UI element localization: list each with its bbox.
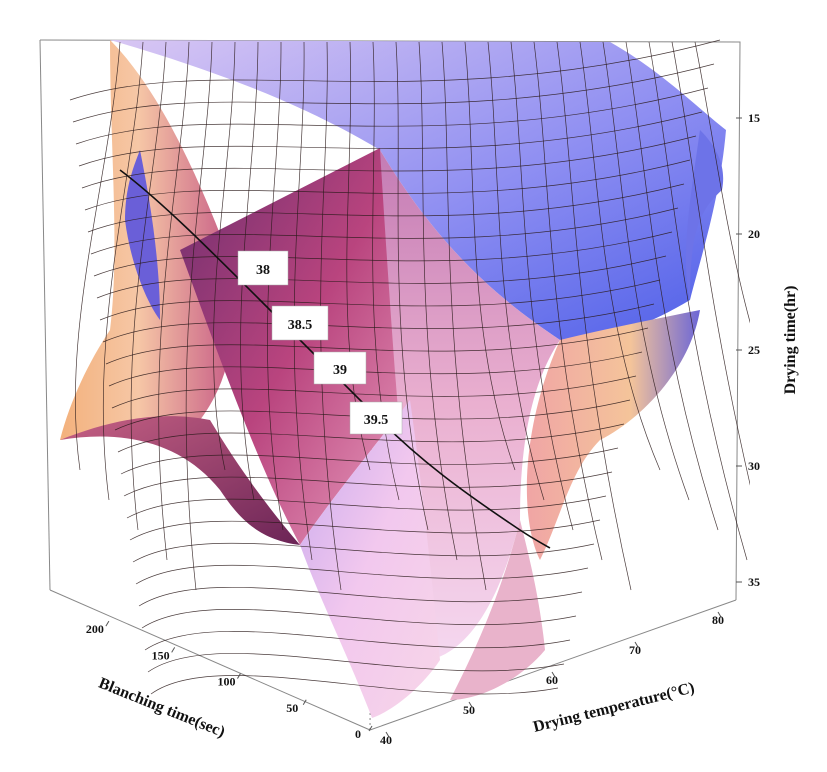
mesh-line bbox=[69, 39, 721, 101]
mesh-line bbox=[87, 183, 685, 233]
mesh-line bbox=[150, 675, 559, 695]
y-tick-label: 70 bbox=[629, 643, 641, 657]
mesh-line bbox=[90, 207, 679, 255]
mesh-line bbox=[120, 447, 619, 475]
contour-label-2-text: 38.5 bbox=[288, 318, 313, 333]
mesh-line bbox=[487, 41, 545, 501]
mesh-line bbox=[111, 375, 637, 409]
contour-label-4-text: 39.5 bbox=[364, 413, 389, 428]
mesh-line bbox=[138, 586, 583, 607]
mesh-line bbox=[123, 471, 613, 497]
mesh-line bbox=[320, 41, 342, 591]
mesh-line bbox=[93, 231, 673, 277]
mesh-line bbox=[213, 41, 236, 471]
contour-label-1: 38 bbox=[237, 250, 289, 286]
y-tick-label: 80 bbox=[712, 613, 724, 627]
surface-front-plane bbox=[300, 400, 440, 718]
mesh-line bbox=[96, 255, 667, 299]
mesh-line bbox=[648, 41, 748, 561]
mesh-line bbox=[114, 399, 631, 431]
mesh-line bbox=[117, 423, 625, 453]
surface-left-lower-lobe bbox=[60, 416, 300, 545]
mesh-line bbox=[75, 87, 709, 145]
z-tick-label: 15 bbox=[748, 111, 760, 125]
mesh-line bbox=[510, 41, 574, 531]
response-surface bbox=[60, 40, 726, 718]
x-tick-label: 50 bbox=[286, 701, 298, 715]
mesh-line bbox=[625, 41, 719, 531]
mesh-line bbox=[135, 564, 589, 585]
z-axis-label: Drying time(hr) bbox=[782, 286, 799, 395]
mesh-line bbox=[99, 279, 661, 321]
mesh-line bbox=[102, 41, 144, 501]
x-axis-ticks: 0 50 100 150 200 bbox=[86, 620, 373, 741]
mesh-line bbox=[556, 41, 632, 591]
mesh-line bbox=[75, 41, 121, 471]
x-axis-label: Blanching time(sec) bbox=[96, 675, 227, 741]
mesh-line bbox=[602, 41, 690, 501]
mesh-line bbox=[441, 41, 487, 591]
mesh-line bbox=[126, 495, 607, 519]
mesh-line bbox=[579, 41, 661, 471]
y-tick-label: 40 bbox=[380, 733, 392, 747]
surface-mesh bbox=[69, 39, 750, 695]
mesh-line bbox=[81, 135, 697, 189]
y-tick-mark bbox=[385, 731, 390, 738]
y-tick-mark bbox=[551, 671, 556, 678]
y-tick-mark bbox=[634, 641, 639, 648]
mesh-line bbox=[293, 41, 313, 561]
x-tick-label: 150 bbox=[152, 648, 170, 662]
surface-right-wing bbox=[526, 310, 700, 560]
mesh-line bbox=[464, 41, 516, 471]
x-tick-label: 0 bbox=[355, 727, 361, 741]
mesh-line bbox=[144, 631, 571, 651]
surface-right-lower-rim bbox=[450, 520, 545, 700]
z-tick-label: 20 bbox=[748, 227, 760, 241]
contour-labels: 38 38.5 39 39.5 bbox=[237, 250, 403, 435]
mesh-line bbox=[105, 327, 649, 365]
z-tick-label: 30 bbox=[748, 459, 760, 473]
x-tick-label: 100 bbox=[217, 675, 235, 689]
x-tick-label: 200 bbox=[86, 622, 104, 636]
mesh-line bbox=[158, 41, 190, 561]
mesh-line bbox=[147, 653, 565, 673]
y-tick-label: 60 bbox=[546, 673, 558, 687]
mesh-line bbox=[72, 63, 715, 123]
x-tick-mark bbox=[368, 725, 373, 732]
y-axis-label: Drying temperature(°C) bbox=[532, 679, 697, 736]
contour-label-1-text: 38 bbox=[256, 263, 270, 278]
mesh-line bbox=[533, 41, 603, 561]
mesh-line bbox=[185, 41, 213, 591]
x-tick-mark bbox=[171, 647, 176, 653]
mesh-line bbox=[130, 41, 167, 531]
z-tick-label: 35 bbox=[748, 575, 760, 589]
y-axis-ticks: 40 50 60 70 80 bbox=[380, 611, 724, 747]
contour-label-3: 39 bbox=[313, 351, 367, 385]
x-tick-mark bbox=[105, 620, 110, 627]
mesh-line bbox=[129, 519, 601, 541]
y-tick-label: 50 bbox=[463, 703, 475, 717]
z-tick-label: 25 bbox=[748, 343, 760, 357]
surface-right-edge-bands bbox=[685, 130, 724, 300]
mesh-line bbox=[671, 41, 750, 486]
x-tick-mark bbox=[237, 673, 241, 679]
contour-label-4: 39.5 bbox=[349, 401, 403, 435]
mesh-line bbox=[102, 303, 655, 343]
mesh-line bbox=[78, 111, 703, 167]
y-tick-mark bbox=[717, 611, 722, 618]
contour-label-3-text: 39 bbox=[333, 363, 347, 378]
x-tick-mark bbox=[302, 699, 307, 706]
contour-label-2: 38.5 bbox=[271, 305, 329, 341]
mesh-line bbox=[694, 41, 750, 324]
mesh-line bbox=[84, 159, 691, 211]
mesh-line bbox=[141, 609, 577, 629]
z-axis-ticks: 15 20 25 30 35 bbox=[736, 111, 760, 589]
mesh-line bbox=[132, 542, 595, 563]
y-tick-mark bbox=[468, 701, 473, 708]
mesh-line bbox=[418, 41, 458, 561]
surface-left-blue-strip bbox=[125, 150, 160, 320]
